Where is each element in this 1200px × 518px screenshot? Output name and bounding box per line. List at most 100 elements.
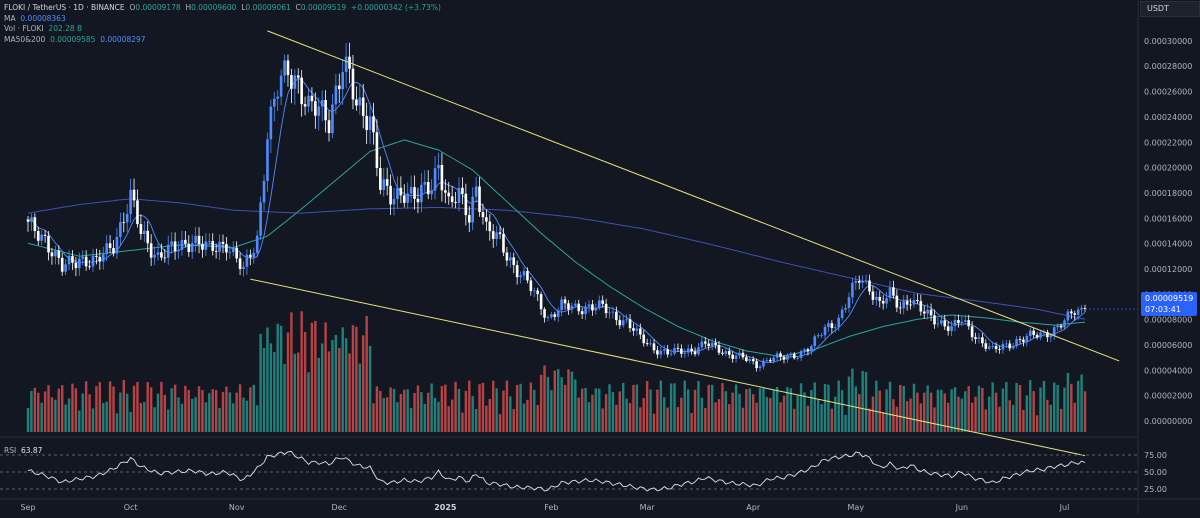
volume-bar [33,387,37,432]
candle-body [929,309,933,316]
volume-bar [875,380,878,432]
candle-body [898,307,902,309]
candle-body [570,305,574,310]
candle-body [1015,339,1018,347]
candle-body [659,350,663,355]
candle-body [967,320,970,327]
candle-body [235,247,238,259]
volume-bar [314,320,317,432]
volume-bar [769,398,772,432]
volume-bar [310,322,314,432]
volume-bar [108,381,112,432]
candle-body [970,326,974,338]
volume-bar [444,384,447,432]
volume-bar [180,403,184,432]
volume-bar [30,390,33,432]
volume-bar [618,391,621,432]
candle-body [782,356,786,360]
volume-bar [686,389,690,432]
ma-line[interactable]: MA 0.00008363 [4,14,441,25]
volume-bar [242,397,245,432]
candle-body [854,281,858,283]
volume-bar [704,407,707,432]
candle-body [926,309,929,314]
volume-bar [902,386,905,432]
volume-bar [64,404,67,432]
volume-bar [286,332,290,432]
volume-bar [37,392,40,432]
candle-body [772,357,776,362]
ma50-200-line[interactable]: MA50&200 0.00009585 0.00008297 [4,35,441,46]
volume-bar [984,409,987,432]
candle-body [789,353,793,356]
candle-body [567,303,570,310]
bar-countdown: 07:03:41 [1145,305,1181,314]
volume-bar [156,393,160,432]
candle-body [156,252,160,255]
candle-body [30,217,33,222]
candle-body [471,196,474,223]
volume-bar [1042,380,1046,432]
volume-bar [693,389,697,432]
candle-body [36,230,40,241]
candle-body [936,323,940,325]
volume-bar [194,397,197,432]
candle-body [78,258,81,269]
candle-body [266,139,269,181]
volume-line[interactable]: Vol · FLOKI 202.28 B [4,24,441,35]
candle-body [457,187,461,203]
candle-body [341,72,345,90]
candle-body [1035,334,1039,338]
candle-body [444,190,447,193]
volume-bar [112,386,115,432]
time-tick-label: Dec [332,503,347,512]
volume-bar [946,402,950,432]
symbol-title[interactable]: FLOKI / TetherUS · 1D · BINANCE [4,3,125,12]
volume-bar [981,387,984,432]
volume-bar [834,396,837,432]
candle-body [1083,307,1087,309]
volume-bar [656,389,659,432]
volume-bar [358,363,362,432]
candle-body [67,255,71,265]
candle-body [242,266,245,269]
volume-label: Vol · FLOKI [4,24,44,33]
candle-body [878,296,882,301]
volume-bar [543,365,546,432]
candle-body [680,348,683,354]
time-tick-label: May [848,503,865,512]
candle-body [423,181,427,185]
volume-bar [823,383,827,432]
open-label: O [129,3,136,12]
candle-body [163,257,167,259]
candle-body [361,97,365,116]
volume-bar [570,371,574,432]
volume-bar [173,384,177,432]
volume-bar [1005,382,1008,432]
candle-body [300,77,303,105]
candle-body [604,303,608,314]
candle-body [833,327,837,329]
rsi-legend[interactable]: RSI 63.87 [4,446,42,455]
candle-body [481,212,485,218]
time-tick-label: Mar [640,503,656,512]
candle-body [64,264,67,272]
volume-bar [533,389,536,432]
candle-body [1028,330,1032,336]
volume-bar [478,384,481,432]
candle-body [645,343,649,345]
volume-bar [334,335,338,432]
volume-bar [132,385,136,432]
volume-bar [1056,384,1059,432]
price-tick-label: 0.00004000 [1144,366,1192,375]
candle-body [697,347,700,355]
candle-body [731,354,734,359]
currency-badge[interactable]: USDT [1140,1,1200,17]
volume-bar [738,393,741,432]
volume-bar [379,390,382,432]
candle-body [389,185,392,205]
candle-body [358,97,362,106]
volume-bar [245,400,249,432]
candle-body [786,355,789,360]
